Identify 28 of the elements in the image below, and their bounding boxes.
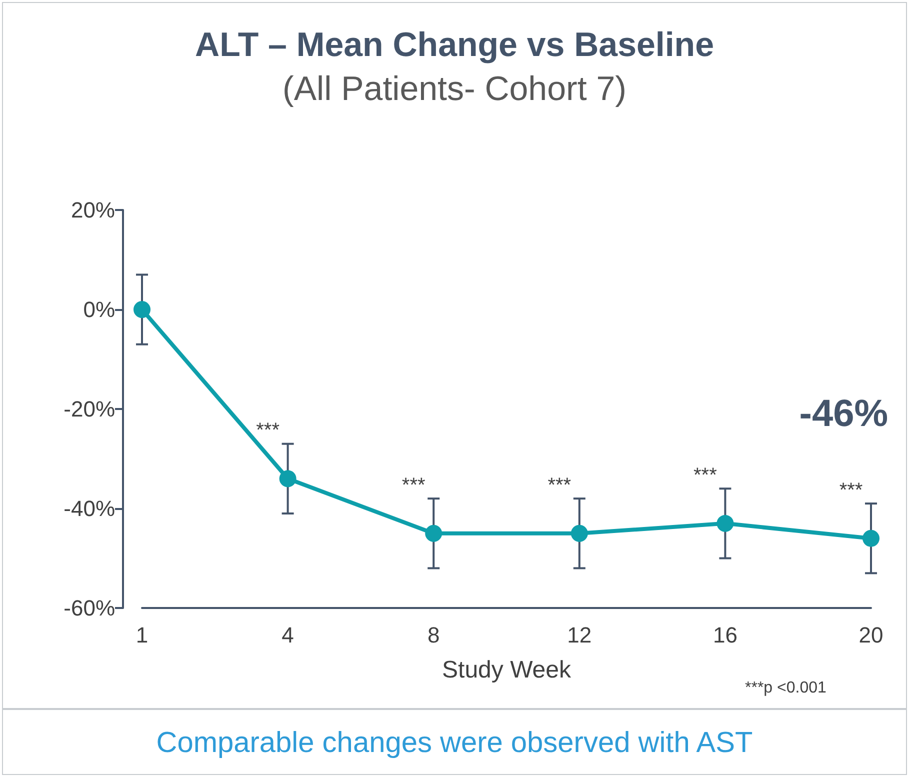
annotation: *** bbox=[839, 479, 863, 502]
annotation: *** bbox=[694, 464, 718, 486]
annotation: -46% bbox=[799, 393, 888, 435]
y-tick-label: -20% bbox=[64, 396, 115, 422]
chart-title: ALT – Mean Change vs Baseline bbox=[195, 26, 714, 64]
point bbox=[570, 524, 588, 542]
y-tick-label: 0% bbox=[83, 297, 115, 322]
annotation: *** bbox=[256, 420, 280, 442]
x-tick-label: 4 bbox=[282, 622, 294, 648]
y-tick-label: -40% bbox=[64, 496, 115, 521]
x-tick-label: 12 bbox=[567, 622, 592, 648]
chart-subtitle: (All Patients- Cohort 7) bbox=[282, 70, 626, 108]
x-tick-label: 8 bbox=[427, 622, 440, 648]
text: ***p <0.001 bbox=[745, 680, 827, 696]
y-tick-label: 20% bbox=[70, 198, 115, 222]
point bbox=[134, 301, 150, 318]
x-tick-label: 20 bbox=[858, 622, 884, 648]
point bbox=[716, 514, 734, 532]
y-tick-label: -60% bbox=[64, 596, 115, 620]
annotation: *** bbox=[402, 474, 426, 496]
point bbox=[862, 530, 880, 547]
x-tick-label: 16 bbox=[712, 622, 738, 648]
x-axis-title: Study Week bbox=[442, 656, 572, 684]
x-tick-label: 1 bbox=[136, 622, 148, 648]
point bbox=[279, 470, 296, 488]
point bbox=[425, 524, 442, 542]
text: Comparable changes were observed with AST bbox=[3, 708, 906, 776]
annotation: *** bbox=[548, 474, 572, 496]
